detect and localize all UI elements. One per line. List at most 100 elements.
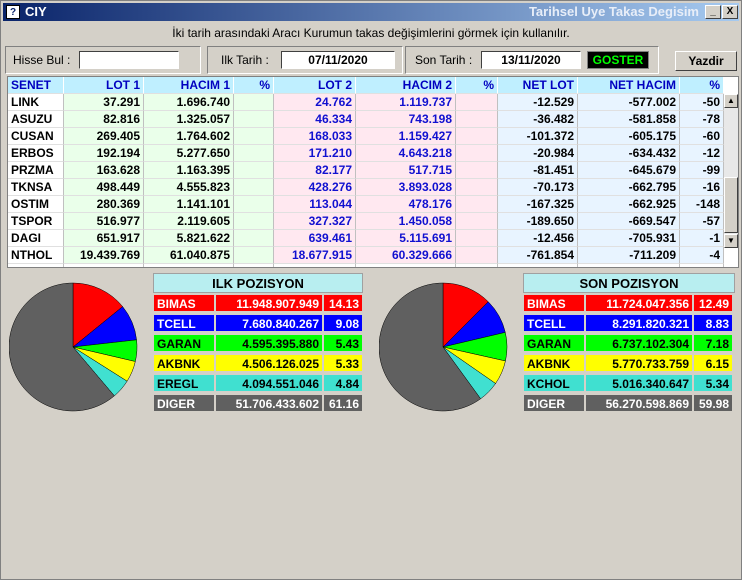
table-cell: -662.795	[578, 179, 680, 196]
table-row[interactable]: CUSAN 269.405 1.764.602 168.033 1.159.427 -10…	[8, 128, 738, 145]
yazdir-button[interactable]: Yazdir	[675, 51, 737, 71]
table-cell: 4.555.823	[144, 179, 234, 196]
position-row: KCHOL 5.016.340.647 5.34	[523, 374, 735, 392]
table-cell: 37.291	[64, 94, 144, 111]
header-hacim2[interactable]: HACIM 2	[356, 77, 456, 94]
header-lot1[interactable]: LOT 1	[64, 77, 144, 94]
table-cell: -581.858	[578, 111, 680, 128]
position-value: 4.506.126.025	[215, 354, 323, 372]
app-menu-icon[interactable]: ?	[6, 5, 20, 19]
position-value: 5.016.340.647	[585, 374, 693, 392]
title-bar[interactable]: ? CIY Tarihsel Uye Takas Degisim _ X	[3, 3, 739, 21]
table-cell: 2.119.605	[144, 213, 234, 230]
position-value: 8.291.820.321	[585, 314, 693, 332]
position-value: 4.595.395.880	[215, 334, 323, 352]
goster-button[interactable]: GOSTER	[587, 51, 649, 69]
position-row: BIMAS 11.724.047.356 12.49	[523, 294, 735, 312]
table-cell: ERBOS	[8, 145, 64, 162]
position-name: BIMAS	[523, 294, 585, 312]
table-row[interactable]: PRZMA 163.628 1.163.395 82.177 517.715 -81.45…	[8, 162, 738, 179]
header-lot2[interactable]: LOT 2	[274, 77, 356, 94]
table-cell: -81.451	[498, 162, 578, 179]
table-cell	[234, 128, 274, 145]
header-pct1[interactable]: %	[234, 77, 274, 94]
position-value: 51.706.433.602	[215, 394, 323, 412]
header-pct2[interactable]: %	[456, 77, 498, 94]
pie-slice-diger	[379, 282, 481, 412]
close-button[interactable]: X	[722, 5, 738, 19]
header-net-lot[interactable]: NET LOT	[498, 77, 578, 94]
table-cell: 269.405	[64, 128, 144, 145]
table-cell	[234, 196, 274, 213]
table-cell: 517.715	[356, 162, 456, 179]
table-cell: TSPOR	[8, 213, 64, 230]
position-percent: 59.98	[693, 394, 733, 412]
table-cell: -101.372	[498, 128, 578, 145]
grid-scrollbar[interactable]: ▲ ▼	[724, 94, 738, 248]
table-cell: 5.277.650	[144, 145, 234, 162]
position-name: GARAN	[153, 334, 215, 352]
position-percent: 5.34	[693, 374, 733, 392]
table-cell: 1.450.058	[356, 213, 456, 230]
table-cell: 61.040.875	[144, 247, 234, 264]
table-cell: 82.816	[64, 111, 144, 128]
position-row: BIMAS 11.948.907.949 14.13	[153, 294, 365, 312]
table-cell: 1.163.395	[144, 162, 234, 179]
table-row[interactable]: LINK 37.291 1.696.740 24.762 1.119.737 -12.52…	[8, 94, 738, 111]
table-cell	[456, 179, 498, 196]
table-cell: NTHOL	[8, 247, 64, 264]
table-cell: 651.917	[64, 230, 144, 247]
position-percent: 5.33	[323, 354, 363, 372]
table-cell: 18.677.915	[274, 247, 356, 264]
table-cell: 163.628	[64, 162, 144, 179]
table-cell: -12.456	[498, 230, 578, 247]
table-row[interactable]: NTHOL 19.439.769 61.040.875 18.677.915 60.32…	[8, 247, 738, 264]
window-subtitle: Tarihsel Uye Takas Degisim	[528, 4, 699, 19]
son-tarih-input[interactable]: 13/11/2020	[481, 51, 581, 69]
table-row[interactable]: ASUZU 82.816 1.325.057 46.334 743.198 -36.482…	[8, 111, 738, 128]
ilk-tarih-input[interactable]: 07/11/2020	[281, 51, 395, 69]
table-cell: -662.925	[578, 196, 680, 213]
hisse-label: Hisse Bul :	[13, 53, 71, 67]
table-cell: 743.198	[356, 111, 456, 128]
scroll-up-icon[interactable]: ▲	[724, 94, 738, 108]
table-row[interactable]: OSTIM 280.369 1.141.101 113.044 478.176 -167.…	[8, 196, 738, 213]
scroll-thumb[interactable]	[724, 177, 738, 233]
ilk-tarih-group	[207, 46, 403, 74]
table-cell: 3.893.028	[356, 179, 456, 196]
table-cell: -70.173	[498, 179, 578, 196]
total-cell	[578, 264, 680, 267]
data-grid[interactable]: SENET LOT 1 HACIM 1 % LOT 2 HACIM 2 % NE…	[7, 76, 739, 268]
table-row[interactable]: TSPOR 516.977 2.119.605 327.327 1.450.058 -18…	[8, 213, 738, 230]
table-row[interactable]: ERBOS 192.194 5.277.650 171.210 4.643.218 -20…	[8, 145, 738, 162]
table-cell: OSTIM	[8, 196, 64, 213]
table-cell: -669.547	[578, 213, 680, 230]
table-cell: -711.209	[578, 247, 680, 264]
hisse-input[interactable]	[79, 51, 179, 69]
header-hacim1[interactable]: HACIM 1	[144, 77, 234, 94]
table-cell: -12.529	[498, 94, 578, 111]
position-name: KCHOL	[523, 374, 585, 392]
table-cell: 280.369	[64, 196, 144, 213]
position-percent: 61.16	[323, 394, 363, 412]
table-cell: -4	[680, 247, 724, 264]
header-net-hacim[interactable]: NET HACIM	[578, 77, 680, 94]
position-name: AKBNK	[153, 354, 215, 372]
table-cell: 1.325.057	[144, 111, 234, 128]
table-cell: DAGI	[8, 230, 64, 247]
position-value: 5.770.733.759	[585, 354, 693, 372]
total-cell	[680, 264, 724, 267]
table-cell: 24.762	[274, 94, 356, 111]
totals-row: 3.202.128.97984.532.254.770100,003.571.4…	[8, 264, 738, 267]
header-senet[interactable]: SENET	[8, 77, 64, 94]
table-cell	[456, 145, 498, 162]
table-cell	[456, 196, 498, 213]
total-cell: 100,00	[234, 264, 274, 267]
table-row[interactable]: DAGI 651.917 5.821.622 639.461 5.115.691 -12.…	[8, 230, 738, 247]
position-name: GARAN	[523, 334, 585, 352]
header-pct-net[interactable]: %	[680, 77, 724, 94]
minimize-button[interactable]: _	[705, 5, 721, 19]
table-cell: 171.210	[274, 145, 356, 162]
scroll-down-icon[interactable]: ▼	[724, 234, 738, 248]
table-row[interactable]: TKNSA 498.449 4.555.823 428.276 3.893.028 -70…	[8, 179, 738, 196]
